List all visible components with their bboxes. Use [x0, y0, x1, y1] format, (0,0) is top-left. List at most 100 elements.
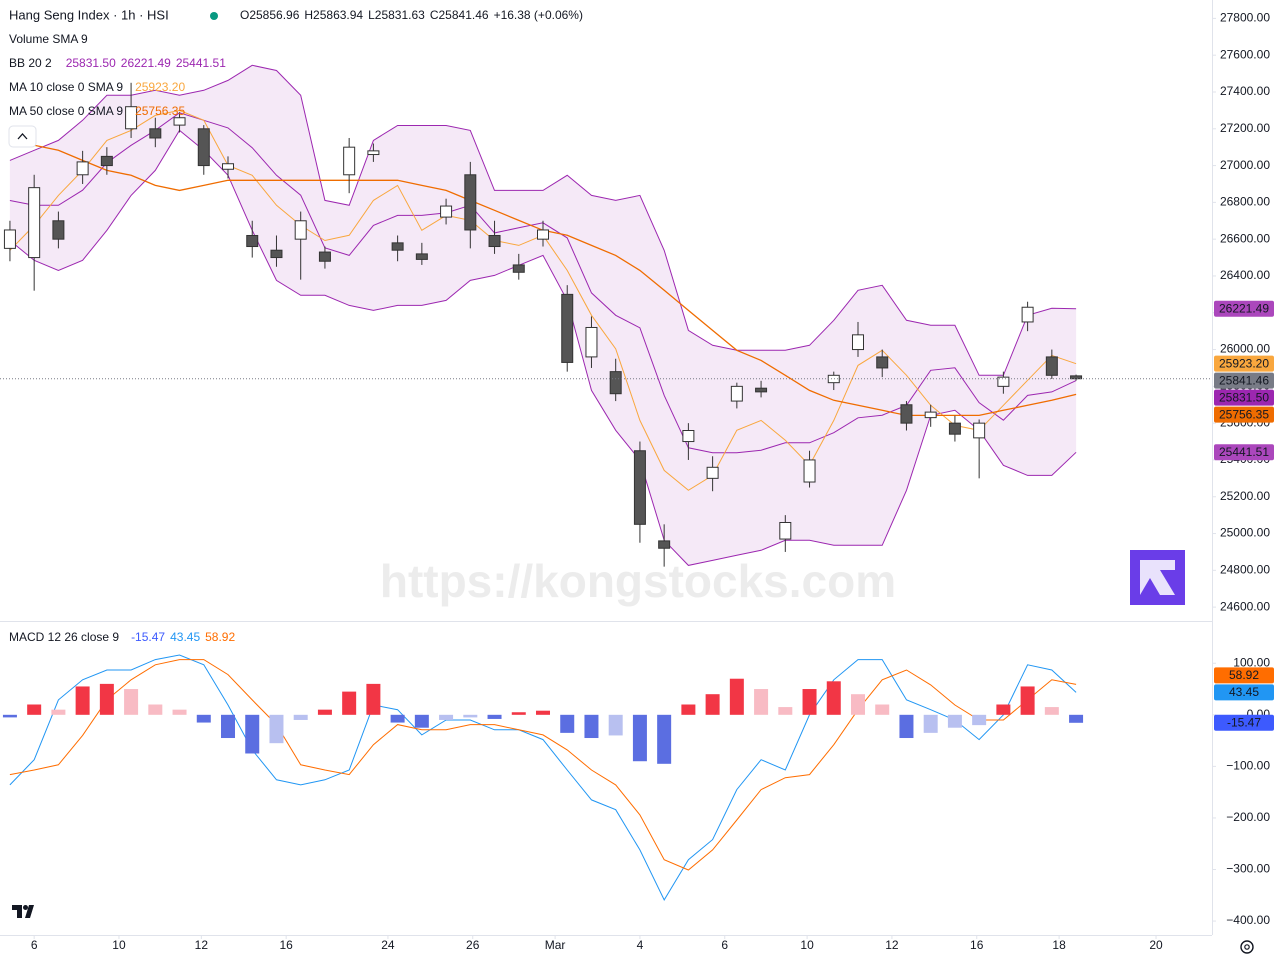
axis-layer: 24600.0024800.0025000.0025200.0025400.00… [31, 11, 1271, 953]
settings-button[interactable] [1240, 940, 1254, 954]
macd-line-value: 43.45 [170, 630, 200, 644]
high-label: H25863.94 [304, 8, 363, 22]
y-tick-label: 25200.00 [1220, 489, 1270, 503]
y-tick-label: −100.00 [1226, 759, 1270, 773]
histogram-bar [729, 678, 744, 715]
x-tick-label: 10 [112, 938, 126, 952]
histogram-bar [584, 714, 599, 739]
candle-body [173, 117, 186, 126]
y-tick-label: 100.00 [1233, 655, 1270, 669]
macd-axis-label: 43.45 [1229, 685, 1259, 699]
candle-body [973, 422, 986, 439]
candle-body [318, 251, 331, 262]
x-tick-label: 20 [1149, 938, 1163, 952]
candle-body [633, 450, 646, 525]
market-status-dot [210, 12, 218, 20]
bb-lower-axis-label: 25441.51 [1219, 445, 1269, 459]
logo-glyph [1140, 560, 1175, 595]
histogram-bar [414, 714, 429, 728]
bb-upper-axis-label: 26221.49 [1219, 301, 1269, 315]
x-tick-label: 16 [970, 938, 984, 952]
bb-basis-axis-label: 25831.50 [1219, 390, 1269, 404]
y-tick-label: 26800.00 [1220, 195, 1270, 209]
y-tick-label: 25000.00 [1220, 526, 1270, 540]
histogram-bar [899, 714, 914, 739]
ohlc-legend: O25856.96 H25863.94 L25831.63 C25841.46 +16.… [240, 8, 583, 22]
y-tick-label: 27800.00 [1220, 11, 1270, 25]
histogram-bar [221, 714, 236, 739]
ma50-value: 25756.35 [135, 104, 185, 118]
candle-body [440, 205, 453, 218]
histogram-bar [972, 714, 987, 726]
ma50-legend: MA 50 close 0 SMA 9 25756.35 [9, 104, 185, 118]
macd-name: MACD 12 26 close 9 [9, 630, 119, 644]
ma10-legend: MA 10 close 0 SMA 9 25923.20 [9, 80, 185, 94]
signal-axis-label-bg [1214, 667, 1274, 684]
histogram-bar [75, 686, 90, 715]
ma50-name: MA 50 close 0 SMA 9 [9, 104, 123, 118]
close-label: C25841.46 [430, 8, 489, 22]
histogram-bar [705, 694, 720, 715]
settings-gear[interactable] [1240, 940, 1254, 954]
macd-hist-value: -15.47 [131, 630, 165, 644]
histogram-bar [754, 689, 769, 715]
histogram-bar [608, 714, 623, 736]
candle-body [464, 174, 477, 231]
bb-basis-axis-label-bg [1214, 389, 1274, 406]
collapse-chevron [17, 133, 28, 140]
histogram-bar [681, 704, 696, 715]
y-tick-label: 26400.00 [1220, 268, 1270, 282]
macd-line [9, 654, 1077, 901]
histogram-bar [390, 714, 405, 723]
collapse-button-box[interactable] [8, 125, 37, 148]
candle-body [658, 540, 671, 549]
histogram-bar [317, 709, 332, 715]
histogram-bar [366, 683, 381, 715]
y-tick-label: 24600.00 [1220, 599, 1270, 613]
x-tick-label: 26 [466, 938, 480, 952]
candle-body [924, 411, 937, 419]
candle-body [876, 356, 889, 369]
tradingview-logo[interactable] [12, 905, 34, 918]
y-tick-label: 27200.00 [1220, 121, 1270, 135]
fill-layer [9, 65, 1077, 566]
histogram-bar [172, 709, 187, 715]
candle-body [900, 404, 913, 424]
y-tick-label: 27600.00 [1220, 47, 1270, 61]
bb-lower-line [9, 129, 1077, 566]
candle-body [28, 187, 41, 259]
histogram-bar [1020, 686, 1035, 715]
candle-body [755, 387, 768, 393]
y-tick-label: 26600.00 [1220, 231, 1270, 245]
bb-fill [9, 65, 1077, 566]
watermark: https://kongstocks.com [380, 555, 896, 607]
candle-body [706, 466, 719, 479]
y-tick-label: −400.00 [1226, 913, 1270, 927]
histogram-bar [196, 714, 211, 723]
x-tick-label: 12 [195, 938, 209, 952]
candle-body [512, 264, 525, 273]
macd-axis-label-bg [1214, 684, 1274, 701]
candle-body [561, 293, 574, 363]
histogram-bar [923, 714, 938, 733]
histogram-bar [293, 714, 308, 720]
ma10-value: 25923.20 [135, 80, 185, 94]
collapse-legend-button[interactable] [8, 125, 37, 148]
histogram-bar [27, 704, 42, 715]
y-tick-label: −200.00 [1226, 810, 1270, 824]
legend: Hang Seng Index · 1h · HSI O25856.96 H258… [8, 7, 583, 644]
bb-lower-axis-label-bg [1214, 444, 1274, 461]
x-tick-label: 24 [381, 938, 395, 952]
ma50-axis-label-bg [1214, 406, 1274, 423]
label-layer: 26221.49 25923.20 25841.46 25831.50 25756.35… [1214, 300, 1274, 731]
candle-body [52, 220, 65, 240]
histogram-bar [99, 683, 114, 715]
candle-body [222, 163, 235, 170]
y-tick-label: 26000.00 [1220, 342, 1270, 356]
mark-layer [0, 82, 1212, 764]
tv-logo-glyph[interactable] [12, 905, 34, 918]
symbol-title: Hang Seng Index · 1h · HSI [9, 7, 169, 22]
last-price-axis-label: 25841.46 [1219, 373, 1269, 387]
settings-gear-hub [1244, 944, 1250, 950]
